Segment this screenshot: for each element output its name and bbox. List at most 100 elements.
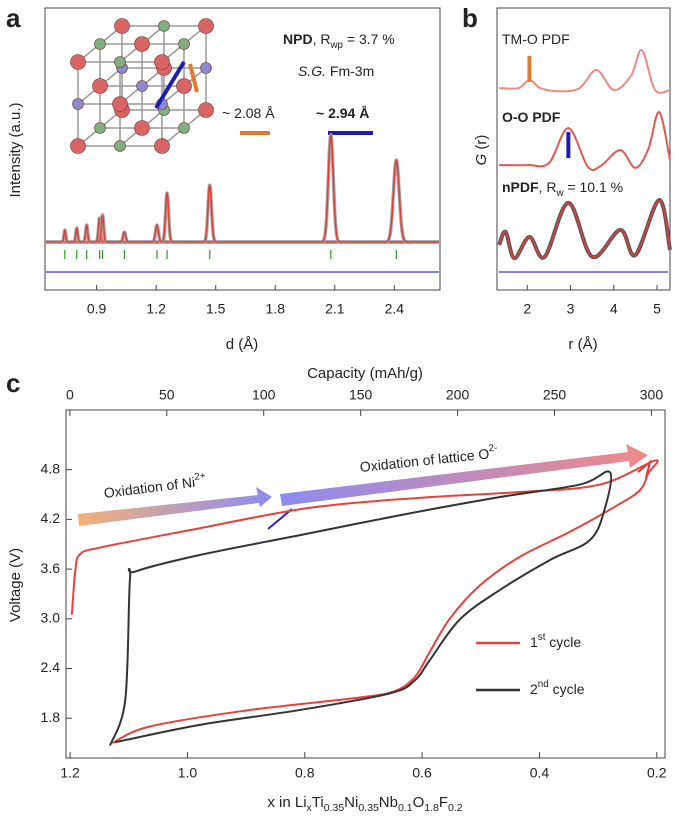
curve (499, 49, 671, 94)
text-part: 0.35 (324, 802, 345, 814)
text-part: 1 (530, 634, 538, 650)
atom (178, 122, 190, 134)
x-tick-label: 0.8 (295, 765, 315, 781)
text-part: 1.8 (424, 802, 439, 814)
peak-observed (151, 223, 163, 244)
text-part: 0.2 (448, 802, 463, 814)
text-part: Ti (312, 794, 324, 811)
bond-marker (566, 132, 571, 159)
text-part: cycle (549, 681, 585, 697)
atom (114, 140, 126, 152)
bond-marker (527, 55, 532, 82)
arrow (280, 444, 648, 506)
peak (160, 192, 174, 243)
x2-tick-label: 150 (349, 387, 373, 403)
peak-observed (160, 191, 174, 244)
x2-tick-label: 300 (640, 387, 664, 403)
text-part: F (439, 794, 448, 811)
peak-observed (384, 158, 408, 244)
x2-tick-label: 250 (543, 387, 567, 403)
text-part: 2 (530, 681, 538, 697)
text-part: TM-O PDF (502, 31, 570, 47)
x-tick-label: 4 (610, 301, 618, 317)
plot-frame (65, 409, 666, 759)
atom (94, 38, 106, 50)
x-axis-label: r (Å) (568, 336, 597, 353)
series-label: TM-O PDF (502, 31, 570, 47)
curve (70, 459, 659, 745)
atom (176, 78, 192, 94)
atom (198, 102, 214, 118)
text-part: , R (539, 179, 557, 195)
y-axis-label: Voltage (V) (7, 548, 24, 622)
peak (202, 184, 217, 243)
text-part: S.G. (298, 63, 326, 79)
text-part: Oxidation of lattice O (359, 445, 490, 475)
text-part: ~ 2.08 Å (222, 105, 275, 121)
x2-tick-label: 100 (252, 387, 276, 403)
peak-observed (320, 133, 342, 244)
x-tick-label: 3 (567, 301, 575, 317)
y-tick-label: 3.0 (41, 610, 61, 626)
peak (320, 134, 341, 243)
annotation: NPD, Rwp = 3.7 % (283, 31, 395, 51)
peak (98, 214, 108, 243)
y-tick-label: 4.2 (41, 510, 61, 526)
bond-marker (188, 63, 199, 93)
text-part: Fm-3m (326, 63, 374, 79)
peak (151, 224, 163, 243)
y-axis-label: G (r) (473, 135, 490, 166)
text-part: (r) (473, 135, 490, 154)
text-part: nPDF (502, 179, 539, 195)
x-tick-label: 2.4 (385, 301, 405, 317)
x-axis-label: d (Å) (226, 336, 259, 353)
text-part: , R (313, 31, 331, 47)
legend-label: 2nd cycle (530, 679, 585, 697)
x-tick-label: 1.8 (266, 301, 286, 317)
text-part: st (538, 632, 546, 643)
text-part: cycle (545, 634, 581, 650)
atom (92, 78, 108, 94)
y-axis-label: Intensity (a.u.) (7, 102, 24, 197)
y-tick-label: 2.4 (41, 659, 61, 675)
x-tick-label: 1.2 (146, 301, 166, 317)
text-part: ~ 2.94 Å (316, 105, 369, 121)
panel-label: b (462, 3, 478, 33)
x2-tick-label: 50 (159, 387, 175, 403)
curve (499, 111, 671, 171)
atom (114, 18, 130, 34)
text-part: = 3.7 % (343, 31, 395, 47)
peak-observed (202, 183, 217, 244)
annotation: ~ 2.08 Å (222, 105, 275, 121)
peak (61, 229, 69, 243)
atom (112, 96, 128, 112)
atom (200, 62, 212, 74)
text-part: = 10.1 % (564, 179, 624, 195)
arrow (78, 487, 272, 526)
text-part: w (555, 188, 564, 199)
text-part: 2+ (194, 470, 207, 482)
x2-axis-label: Capacity (mAh/g) (307, 365, 423, 382)
curve (109, 470, 613, 746)
atom (154, 138, 170, 154)
text-part: Ni (344, 794, 358, 811)
atom (134, 120, 150, 136)
peak (384, 159, 408, 243)
x-tick-label: 0.4 (530, 765, 550, 781)
annotation: S.G. Fm-3m (298, 63, 374, 79)
plot-frame (44, 7, 441, 291)
peak (82, 224, 91, 243)
text-part: nd (538, 679, 549, 690)
x-tick-label: 2.1 (325, 301, 345, 317)
curve (498, 199, 671, 259)
plot-frame (496, 7, 671, 291)
atom (72, 98, 84, 110)
text-part: wp (329, 40, 343, 51)
x-tick-label: 0.6 (412, 765, 432, 781)
text-part: Oxidation of Ni (103, 474, 196, 501)
x-axis-label: x in LixTi0.35Ni0.35Nb0.1O1.8F0.2 (267, 794, 462, 814)
atom (114, 56, 126, 68)
atom (158, 20, 170, 32)
annotation: Oxidation of lattice O2- (359, 442, 499, 475)
